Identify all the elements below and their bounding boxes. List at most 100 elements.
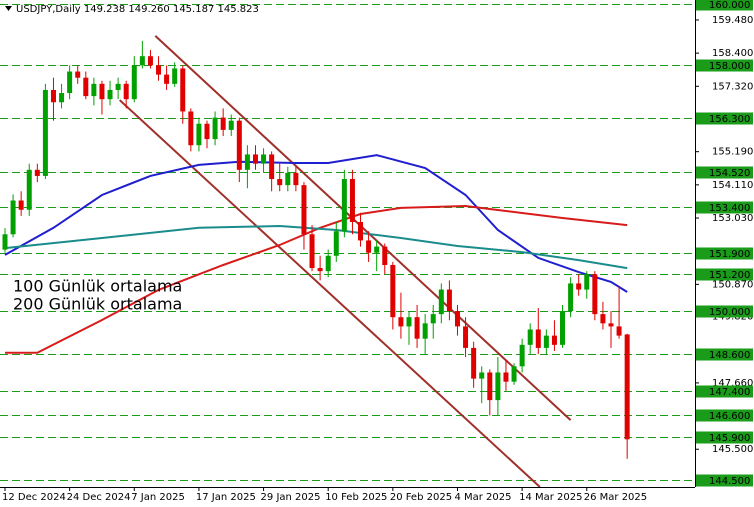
candle-body bbox=[487, 372, 493, 401]
candle-body bbox=[317, 268, 323, 272]
level-label: 144.500 bbox=[709, 476, 750, 487]
x-tick-label: 4 Mar 2025 bbox=[454, 492, 511, 503]
candle-body bbox=[236, 120, 242, 170]
candle-body bbox=[91, 83, 97, 97]
level-label: 158.000 bbox=[709, 61, 750, 72]
candle-body bbox=[156, 65, 162, 75]
candle-body bbox=[115, 83, 121, 90]
candle-body bbox=[10, 200, 16, 235]
level-label-box bbox=[696, 201, 753, 214]
candle-body bbox=[616, 326, 622, 336]
candle-body bbox=[438, 289, 444, 315]
level-label-box bbox=[696, 247, 753, 260]
candle-body bbox=[358, 222, 364, 241]
level-label: 153.400 bbox=[709, 203, 750, 214]
candle-body bbox=[568, 283, 574, 312]
candle-body bbox=[301, 185, 307, 235]
level-label-box bbox=[696, 112, 753, 125]
candle-body bbox=[366, 240, 372, 253]
level-label: 150.000 bbox=[709, 307, 750, 318]
candle-body bbox=[333, 231, 339, 256]
candle-body bbox=[2, 234, 8, 250]
candle-body bbox=[18, 200, 24, 210]
candle-body bbox=[592, 274, 598, 315]
candle-body bbox=[172, 68, 178, 84]
candle-body bbox=[341, 179, 347, 232]
candle-body bbox=[164, 74, 170, 84]
level-label-box bbox=[696, 431, 753, 444]
level-label: 156.300 bbox=[709, 114, 750, 125]
y-tick-label: 153.030 bbox=[712, 213, 753, 224]
y-tick-label: 159.480 bbox=[712, 15, 753, 26]
level-label-box bbox=[696, 474, 753, 487]
candle-body bbox=[228, 120, 234, 130]
candle-body bbox=[382, 246, 388, 265]
candle-body bbox=[212, 117, 218, 140]
candle-body bbox=[398, 317, 404, 327]
level-label-box bbox=[696, 348, 753, 361]
candle-body bbox=[252, 154, 258, 164]
candle-body bbox=[75, 71, 81, 78]
level-label: 145.900 bbox=[709, 433, 750, 444]
candle-body bbox=[285, 172, 291, 186]
candle-body bbox=[390, 264, 396, 318]
level-label-box bbox=[696, 166, 753, 179]
candle-body bbox=[293, 172, 299, 186]
candle-body bbox=[479, 372, 485, 379]
candle-body bbox=[67, 71, 73, 94]
candle-body bbox=[99, 83, 105, 100]
level-label: 146.600 bbox=[709, 411, 750, 422]
candle-body bbox=[196, 123, 202, 146]
level-label-box bbox=[696, 268, 753, 281]
level-label: 154.520 bbox=[709, 168, 750, 179]
level-label-box bbox=[696, 305, 753, 318]
x-tick-label: 17 Jan 2025 bbox=[196, 492, 256, 503]
x-tick-label: 24 Dec 2024 bbox=[67, 492, 131, 503]
candle-body bbox=[374, 246, 380, 253]
candle-body bbox=[584, 274, 590, 290]
legend-entry: 200 Günlük ortalama bbox=[13, 295, 182, 314]
candle-body bbox=[414, 317, 420, 339]
candle-body bbox=[139, 56, 145, 66]
candle-body bbox=[446, 289, 452, 312]
candle-body bbox=[220, 117, 226, 130]
candle-body bbox=[454, 311, 460, 327]
candle-body bbox=[34, 169, 40, 176]
level-label-box bbox=[696, 385, 753, 398]
candle-body bbox=[269, 154, 275, 180]
candle-body bbox=[511, 366, 517, 382]
candle-body bbox=[471, 347, 477, 379]
plot-area bbox=[0, 4, 695, 487]
level-label: 151.200 bbox=[709, 270, 750, 281]
candle-body bbox=[576, 283, 582, 290]
moving-average bbox=[5, 204, 628, 354]
x-tick-label: 12 Dec 2024 bbox=[2, 492, 66, 503]
candle-body bbox=[406, 317, 412, 327]
trend-line bbox=[119, 99, 541, 487]
candle-body bbox=[83, 77, 89, 97]
moving-average bbox=[4, 154, 628, 293]
menu-arrow bbox=[5, 6, 12, 11]
y-tick-label: 158.400 bbox=[712, 48, 753, 59]
level-label-box bbox=[696, 0, 753, 11]
candle-body bbox=[244, 154, 250, 170]
x-tick-label: 26 Mar 2025 bbox=[584, 492, 647, 503]
y-tick-label: 147.660 bbox=[712, 378, 753, 389]
candle-body bbox=[519, 344, 525, 367]
candle-body bbox=[422, 323, 428, 339]
chart-title: USDJPY,Daily 149.238 149.260 145.187 145… bbox=[16, 4, 259, 15]
y-tick-label: 157.320 bbox=[712, 81, 753, 92]
candle-body bbox=[123, 83, 129, 100]
candle-body bbox=[535, 329, 541, 348]
legend-entry: 100 Günlük ortalama bbox=[13, 277, 182, 296]
x-tick-label: 10 Feb 2025 bbox=[325, 492, 387, 503]
candle-body bbox=[624, 334, 630, 440]
level-label-box bbox=[696, 59, 753, 72]
x-tick-label: 7 Jan 2025 bbox=[131, 492, 185, 503]
candle-body bbox=[608, 323, 614, 327]
candle-body bbox=[430, 314, 436, 324]
candle-body bbox=[50, 89, 56, 103]
level-label-box bbox=[696, 409, 753, 422]
candle-body bbox=[204, 123, 210, 140]
